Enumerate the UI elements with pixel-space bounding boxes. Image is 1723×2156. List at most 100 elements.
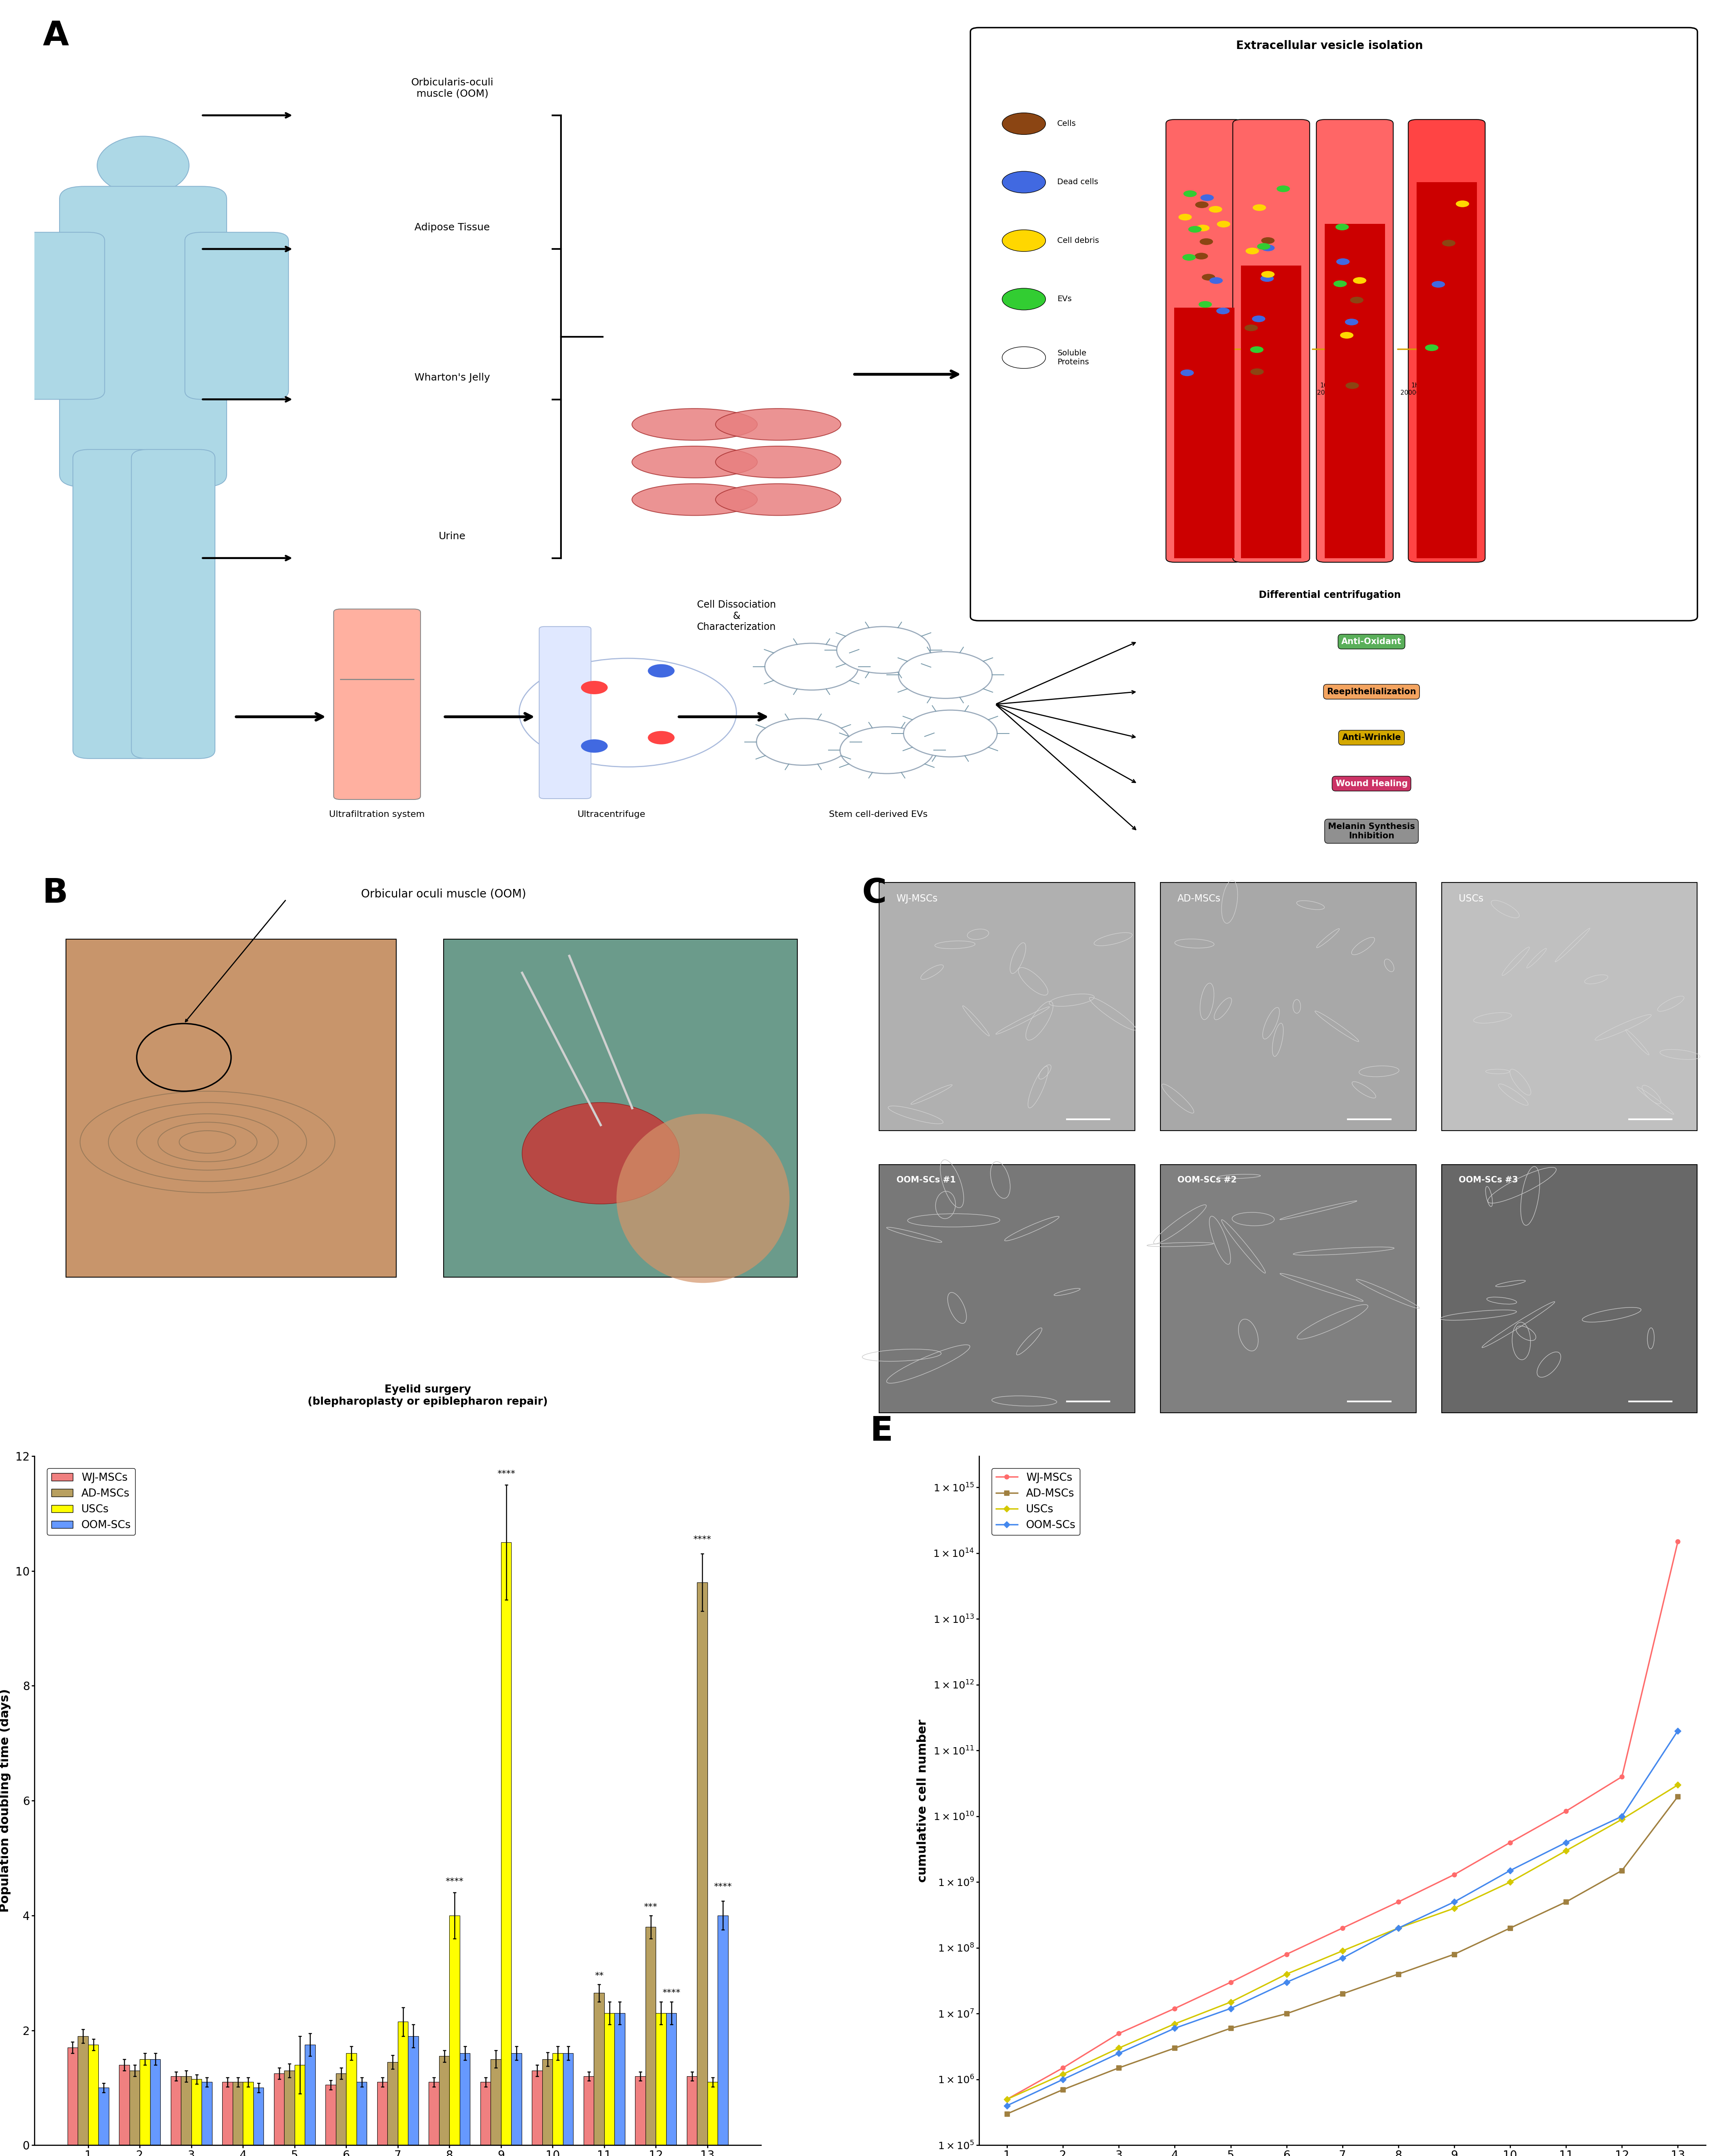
Bar xyxy=(1416,181,1477,558)
Bar xyxy=(119,2065,129,2145)
Circle shape xyxy=(1346,382,1359,388)
Bar xyxy=(222,2083,233,2145)
Text: ****: **** xyxy=(713,1882,732,1891)
AD-MSCs xyxy=(1332,1981,1353,2007)
Circle shape xyxy=(765,642,858,690)
USCs xyxy=(1611,1807,1632,1833)
Circle shape xyxy=(1335,224,1349,231)
Ellipse shape xyxy=(617,1115,789,1283)
Circle shape xyxy=(1251,369,1263,375)
USCs xyxy=(1108,2035,1129,2061)
OOM-SCs xyxy=(1611,1802,1632,1828)
Text: EVs: EVs xyxy=(1058,295,1072,304)
Bar xyxy=(718,1915,729,2145)
Text: Adipose Tissue: Adipose Tissue xyxy=(415,222,489,233)
USCs xyxy=(1444,1895,1465,1921)
Circle shape xyxy=(1456,201,1470,207)
Bar xyxy=(233,2083,243,2145)
AD-MSCs xyxy=(1389,1962,1409,1988)
FancyBboxPatch shape xyxy=(1408,119,1485,563)
Text: 10min
300 xg: 10min 300 xg xyxy=(1241,382,1261,397)
FancyBboxPatch shape xyxy=(1161,882,1416,1130)
Text: Cell Dissociation
&
Characterization: Cell Dissociation & Characterization xyxy=(696,599,775,632)
Legend: WJ-MSCs, AD-MSCs, USCs, OOM-SCs: WJ-MSCs, AD-MSCs, USCs, OOM-SCs xyxy=(992,1468,1080,1535)
Bar xyxy=(305,2044,315,2145)
Text: ****: **** xyxy=(446,1878,463,1886)
Circle shape xyxy=(1261,272,1275,278)
AD-MSCs xyxy=(1556,1889,1577,1915)
Text: Cell debris: Cell debris xyxy=(1058,237,1099,244)
Circle shape xyxy=(581,681,608,694)
Bar xyxy=(243,2083,253,2145)
Bar xyxy=(687,2076,698,2145)
Circle shape xyxy=(756,718,849,765)
FancyBboxPatch shape xyxy=(1316,119,1394,563)
Circle shape xyxy=(1003,112,1046,134)
WJ-MSCs xyxy=(1668,1529,1689,1554)
Bar xyxy=(202,2083,212,2145)
FancyBboxPatch shape xyxy=(72,448,157,759)
Circle shape xyxy=(1253,315,1265,321)
AD-MSCs xyxy=(1444,1940,1465,1966)
AD-MSCs xyxy=(996,2100,1017,2126)
Circle shape xyxy=(1210,278,1223,285)
Circle shape xyxy=(1216,220,1230,226)
Text: 1h
20000 xg: 1h 20000 xg xyxy=(1401,382,1430,397)
Text: Cells: Cells xyxy=(1058,121,1077,127)
Circle shape xyxy=(841,727,934,774)
Bar xyxy=(646,1927,656,2145)
USCs xyxy=(996,2087,1017,2113)
OOM-SCs xyxy=(1389,1915,1409,1940)
Bar xyxy=(284,2070,295,2145)
OOM-SCs xyxy=(1444,1889,1465,1915)
Circle shape xyxy=(1351,298,1363,304)
Text: ****: **** xyxy=(662,1990,681,1996)
FancyBboxPatch shape xyxy=(443,940,798,1276)
Bar xyxy=(88,2044,98,2145)
Circle shape xyxy=(1203,274,1215,280)
Bar xyxy=(150,2059,160,2145)
Bar xyxy=(408,2035,419,2145)
Text: Orbicularis-oculi
muscle (OOM): Orbicularis-oculi muscle (OOM) xyxy=(412,78,493,99)
Text: Ultrafiltration system: Ultrafiltration system xyxy=(329,811,426,819)
WJ-MSCs xyxy=(1611,1764,1632,1789)
FancyBboxPatch shape xyxy=(334,608,420,800)
Circle shape xyxy=(1194,252,1208,259)
Bar xyxy=(594,1992,605,2145)
Ellipse shape xyxy=(715,446,841,479)
Ellipse shape xyxy=(632,483,758,515)
Circle shape xyxy=(1189,226,1201,233)
Legend: WJ-MSCs, AD-MSCs, USCs, OOM-SCs: WJ-MSCs, AD-MSCs, USCs, OOM-SCs xyxy=(47,1468,134,1535)
Bar xyxy=(253,2087,264,2145)
OOM-SCs xyxy=(1108,2040,1129,2065)
FancyBboxPatch shape xyxy=(1161,1164,1416,1412)
Text: C: C xyxy=(862,877,887,910)
AD-MSCs xyxy=(1053,2076,1073,2102)
Circle shape xyxy=(1353,278,1366,285)
OOM-SCs xyxy=(1668,1718,1689,1744)
FancyBboxPatch shape xyxy=(1442,882,1697,1130)
AD-MSCs xyxy=(1499,1915,1520,1940)
OOM-SCs xyxy=(996,2093,1017,2119)
Bar xyxy=(140,2059,150,2145)
Bar xyxy=(501,1542,512,2145)
WJ-MSCs xyxy=(1444,1861,1465,1886)
Text: Melanin Synthesis
Inhibition: Melanin Synthesis Inhibition xyxy=(1328,821,1415,841)
Circle shape xyxy=(837,627,930,673)
Text: OOM-SCs #3: OOM-SCs #3 xyxy=(1459,1175,1518,1184)
Bar xyxy=(67,2048,78,2145)
Circle shape xyxy=(1251,347,1263,354)
Line: AD-MSCs: AD-MSCs xyxy=(1005,1794,1680,2115)
WJ-MSCs xyxy=(1389,1889,1409,1915)
FancyBboxPatch shape xyxy=(539,627,591,798)
Bar xyxy=(336,2074,346,2145)
Circle shape xyxy=(1003,289,1046,310)
FancyBboxPatch shape xyxy=(65,940,396,1276)
Bar xyxy=(708,2083,718,2145)
Bar xyxy=(398,2022,408,2145)
OOM-SCs xyxy=(1332,1945,1353,1971)
USCs xyxy=(1389,1915,1409,1940)
Text: Eyelid surgery
(blepharoplasty or epiblepharon repair): Eyelid surgery (blepharoplasty or epible… xyxy=(308,1384,548,1408)
Bar xyxy=(532,2070,543,2145)
Bar xyxy=(78,2035,88,2145)
